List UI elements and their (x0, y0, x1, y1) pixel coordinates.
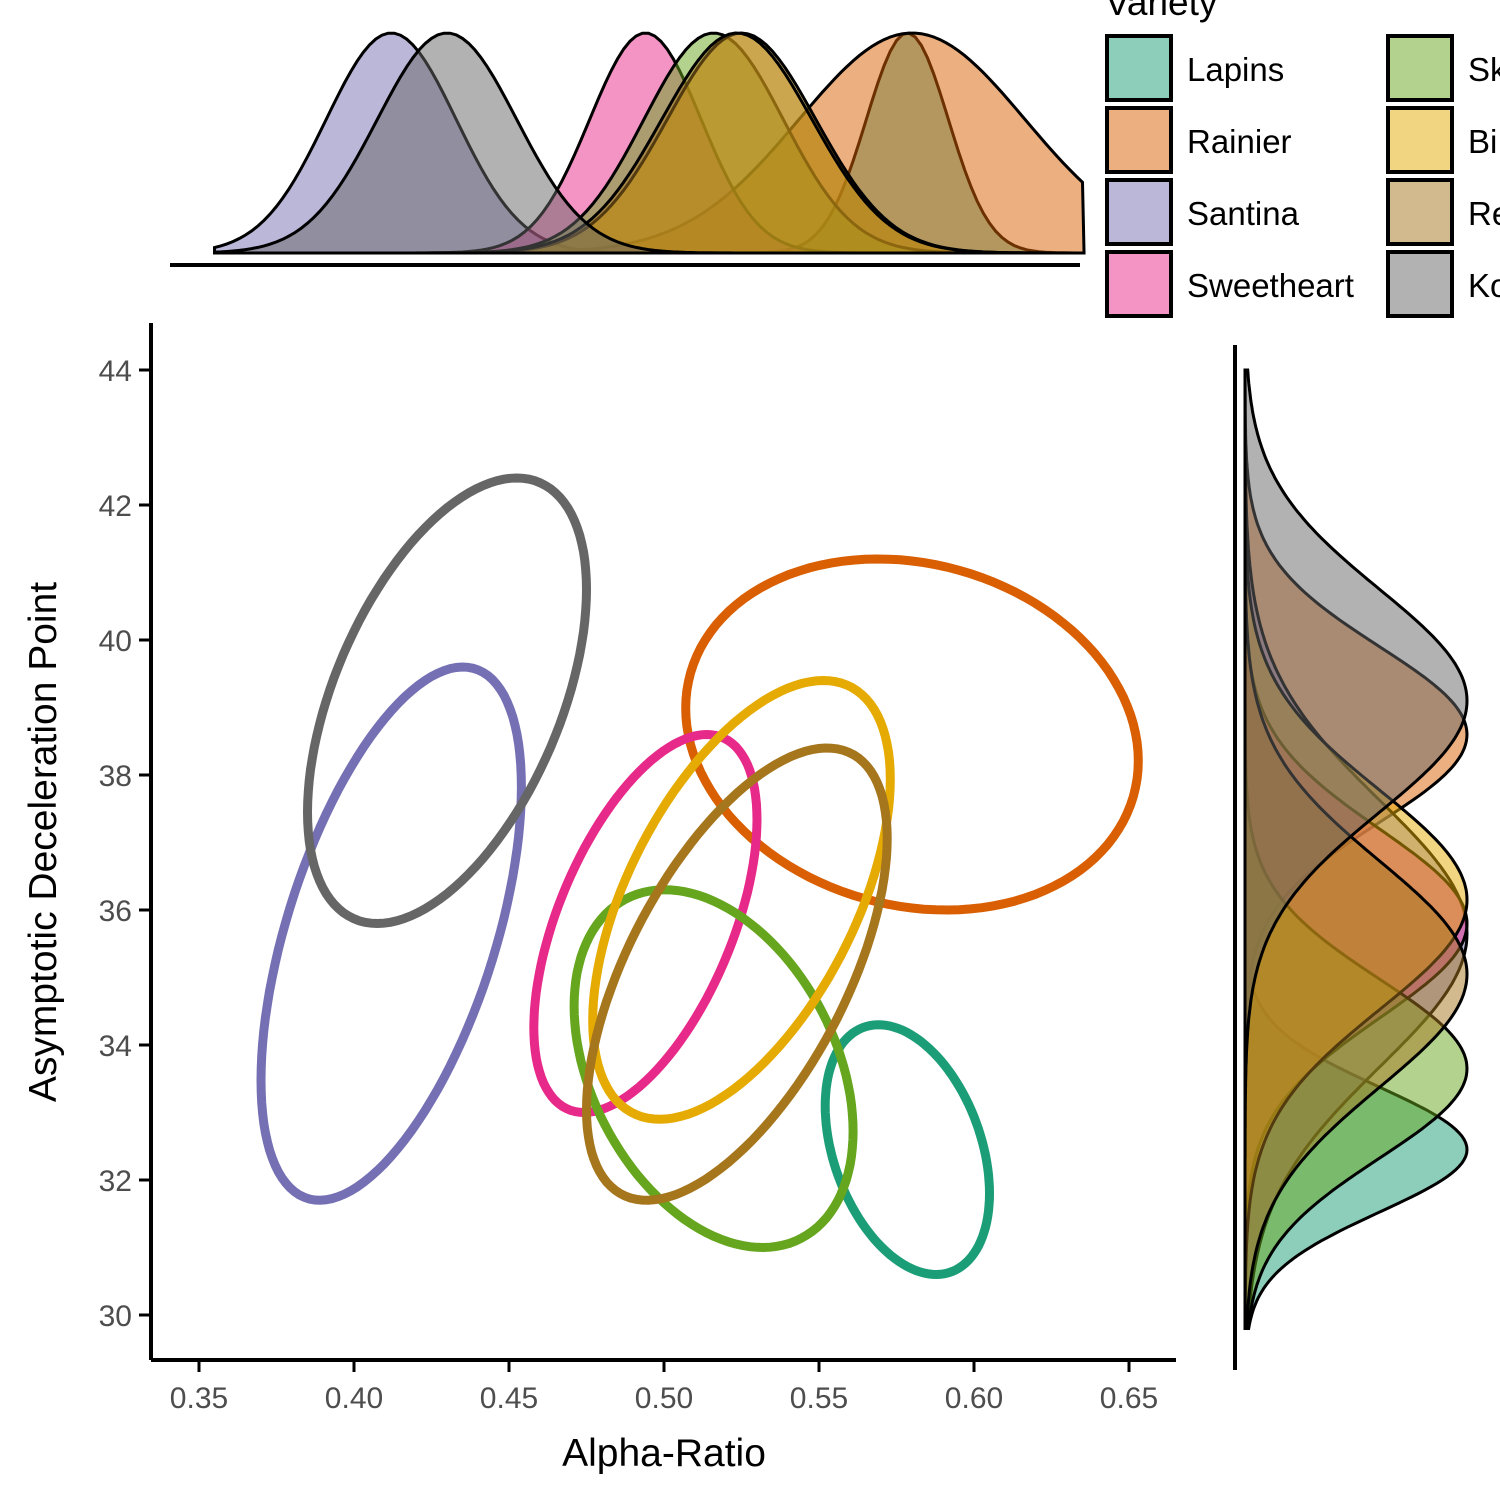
legend-label-rainier: Rainier (1187, 123, 1292, 160)
legend-key-sweetheart (1105, 250, 1173, 318)
y-tick-label: 30 (99, 1300, 132, 1333)
legend-key-santina (1105, 178, 1173, 246)
plot-area (256, 473, 1143, 1280)
right-marginal-density (1243, 368, 1469, 1330)
legend-key-rainier (1105, 106, 1173, 174)
legend-key-bi (1386, 106, 1454, 174)
legend-key-re (1386, 178, 1454, 246)
x-axis-title: Alpha-Ratio (562, 1432, 766, 1475)
x-tick-label: 0.35 (170, 1382, 228, 1415)
y-tick-label: 40 (99, 625, 132, 658)
top-density-ko (213, 31, 1085, 255)
x-tick-label: 0.40 (325, 1382, 383, 1415)
x-tick-label: 0.55 (790, 1382, 848, 1415)
right-density-ko (1243, 368, 1469, 1329)
y-tick-label: 44 (99, 355, 132, 388)
legend-label-re: Re (1468, 195, 1500, 232)
ellipse-santina (256, 662, 526, 1205)
legend-label-lapins: Lapins (1187, 51, 1284, 88)
top-marginal-density (213, 31, 1086, 255)
y-axis-ticks: 30 32 34 36 38 40 42 44 (99, 355, 151, 1333)
ellipse-ko (302, 473, 592, 929)
legend-key-lapins (1105, 34, 1173, 102)
x-tick-label: 0.45 (480, 1382, 538, 1415)
y-tick-label: 34 (99, 1030, 132, 1063)
x-tick-label: 0.65 (1100, 1382, 1158, 1415)
legend-title: Variety (1105, 0, 1218, 23)
legend-key-ko (1386, 250, 1454, 318)
legend-label-ko: Ko (1468, 267, 1500, 304)
y-tick-label: 42 (99, 490, 132, 523)
legend-label-santina: Santina (1187, 195, 1300, 232)
legend-label-sweetheart: Sweetheart (1187, 267, 1354, 304)
legend: Lapins Rainier Santina Sweetheart Sk Bi Re Ko (1105, 34, 1500, 318)
ellipse-sweetheart (529, 729, 762, 1118)
y-tick-label: 32 (99, 1165, 132, 1198)
y-tick-label: 36 (99, 895, 132, 928)
legend-key-sk (1386, 34, 1454, 102)
legend-label-bi: Bi (1468, 123, 1497, 160)
y-tick-label: 38 (99, 760, 132, 793)
legend-label-sk: Sk (1468, 51, 1500, 88)
ellipse-lapins (820, 1020, 995, 1280)
y-axis-title: Asymptotic Deceleration Point (22, 582, 65, 1102)
x-tick-label: 0.60 (945, 1382, 1003, 1415)
ellipse-re (581, 743, 892, 1205)
x-tick-label: 0.50 (635, 1382, 693, 1415)
ellipse-bi (588, 675, 895, 1124)
ellipse-rainier (681, 554, 1143, 915)
ellipse-sk (569, 885, 858, 1253)
x-axis-ticks: 0.35 0.40 0.45 0.50 0.55 0.60 0.65 (170, 1360, 1158, 1415)
